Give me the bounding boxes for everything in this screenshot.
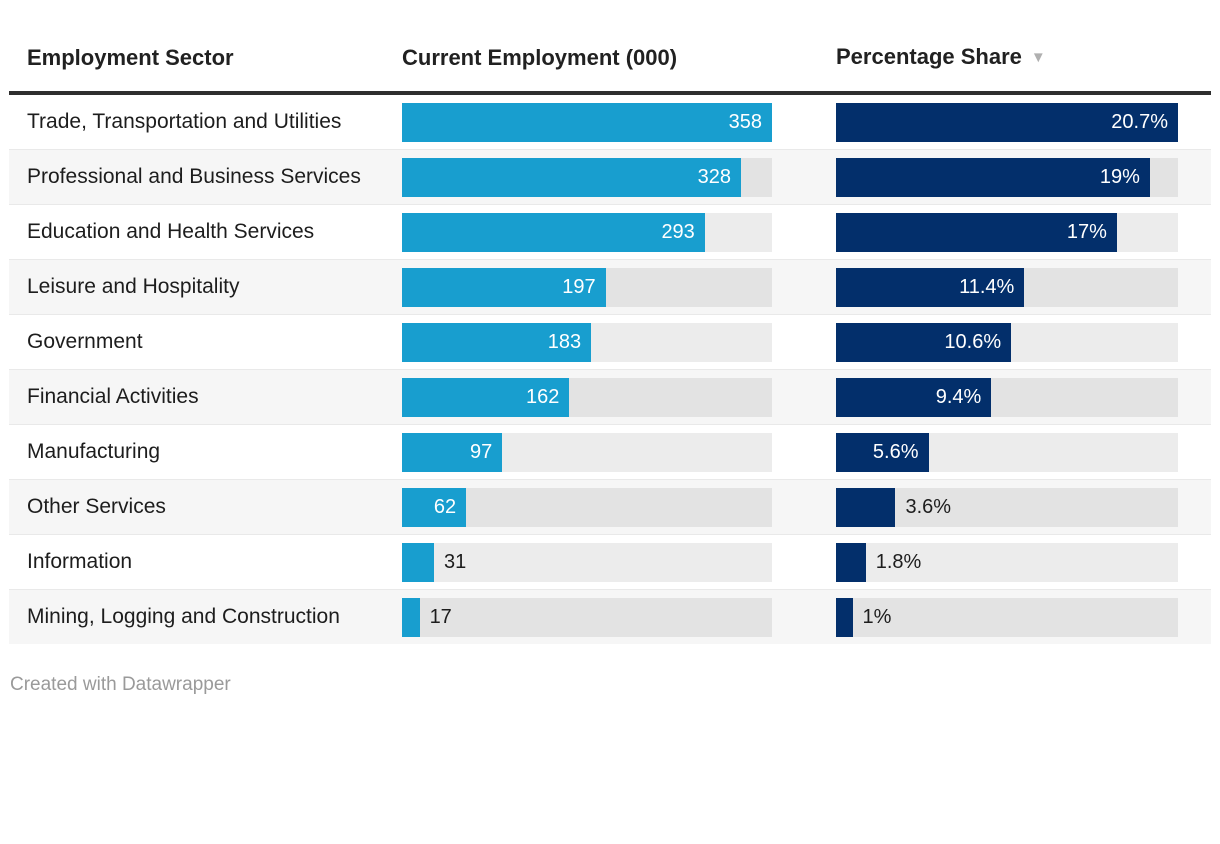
share-bar-track: 10.6%: [836, 322, 1178, 362]
employment-bar: 197: [402, 267, 606, 307]
share-bar-track: 20.7%: [836, 102, 1178, 142]
table-row: Education and Health Services 293 17%: [9, 204, 1211, 259]
employment-value-label: 183: [547, 330, 582, 353]
employment-bar: 97: [402, 432, 503, 472]
employment-value-label: 197: [562, 275, 596, 298]
sector-label: Information: [27, 550, 133, 573]
employment-bar-track: 162: [402, 377, 772, 417]
share-bar-track: 9.4%: [836, 377, 1178, 417]
sector-label: Education and Health Services: [27, 220, 315, 243]
employment-value-label: 328: [697, 165, 731, 188]
table-row: Mining, Logging and Construction 17 1%: [9, 589, 1211, 644]
share-bar: 17%: [836, 212, 1117, 252]
share-bar-track: 11.4%: [836, 267, 1178, 307]
employment-bar-track: 31: [402, 542, 772, 582]
share-bar: 20.7%: [836, 102, 1178, 142]
share-value-label: 11.4%: [959, 275, 1015, 298]
share-value-label: 1.8%: [875, 550, 922, 573]
share-value-label: 17%: [1066, 220, 1107, 243]
employment-value-label: 62: [433, 495, 457, 518]
share-value-label: 3.6%: [905, 495, 952, 518]
column-header-percentage-share-label[interactable]: Percentage Share: [836, 44, 1022, 69]
share-value-label: 10.6%: [944, 330, 1002, 353]
employment-bar-track: 197: [402, 267, 772, 307]
employment-bar: [402, 542, 435, 582]
table-header: Employment Sector Current Employment (00…: [9, 0, 1211, 95]
table-row: Professional and Business Services 328 19%: [9, 149, 1211, 204]
sector-label: Financial Activities: [27, 385, 199, 408]
table-row: Manufacturing 97 5.6%: [9, 424, 1211, 479]
table-row: Financial Activities 162 9.4%: [9, 369, 1211, 424]
employment-bar-track: 358: [402, 102, 772, 142]
table-row: Leisure and Hospitality 197 11.4%: [9, 259, 1211, 314]
employment-bar: 328: [402, 157, 741, 197]
share-bar: 5.6%: [836, 432, 929, 472]
share-bar: 10.6%: [836, 322, 1012, 362]
sector-label: Professional and Business Services: [27, 165, 361, 188]
sector-label: Other Services: [27, 495, 166, 518]
share-bar: 9.4%: [836, 377, 992, 417]
share-bar-track: 1%: [836, 597, 1178, 637]
table-row: Trade, Transportation and Utilities 358 20…: [9, 95, 1211, 149]
share-bar-track: 17%: [836, 212, 1178, 252]
sector-label: Mining, Logging and Construction: [27, 605, 340, 628]
employment-bar: 183: [402, 322, 592, 362]
share-bar: 19%: [836, 157, 1150, 197]
share-bar: [836, 597, 853, 637]
employment-bar-track: 62: [402, 487, 772, 527]
datawrapper-credit-link[interactable]: Created with Datawrapper: [10, 674, 231, 695]
employment-value-label: 17: [429, 605, 452, 628]
column-header-employment-sector[interactable]: Employment Sector: [27, 45, 234, 70]
sector-label: Leisure and Hospitality: [27, 275, 240, 298]
share-bar: 11.4%: [836, 267, 1025, 307]
sector-label: Manufacturing: [27, 440, 161, 463]
employment-value-label: 97: [470, 440, 493, 463]
sector-label: Government: [27, 330, 143, 353]
share-bar: [836, 542, 866, 582]
employment-bar: 358: [402, 102, 772, 142]
share-bar: [836, 487, 896, 527]
table-row: Government 183 10.6%: [9, 314, 1211, 369]
column-header-current-employment[interactable]: Current Employment (000): [402, 45, 678, 70]
employment-value-label: 293: [661, 220, 695, 243]
share-value-label: 20.7%: [1111, 110, 1168, 133]
employment-bar-track: 97: [402, 432, 772, 472]
employment-bar-track: 183: [402, 322, 772, 362]
employment-value-label: 162: [526, 385, 560, 408]
employment-value-label: 358: [728, 110, 762, 133]
datawrapper-table: Employment Sector Current Employment (00…: [9, 0, 1211, 695]
share-value-label: 5.6%: [872, 440, 919, 463]
share-bar-track: 1.8%: [836, 542, 1178, 582]
employment-bar: 62: [402, 487, 467, 527]
sort-descending-icon[interactable]: ▼: [1030, 49, 1046, 66]
employment-bar-track: 293: [402, 212, 772, 252]
employment-bar: 293: [402, 212, 705, 252]
column-header-percentage-share[interactable]: Percentage Share ▼: [836, 42, 1178, 73]
share-bar-track: 5.6%: [836, 432, 1178, 472]
employment-value-label: 31: [444, 550, 467, 573]
sector-label: Trade, Transportation and Utilities: [27, 110, 342, 133]
employment-bar-track: 17: [402, 597, 772, 637]
table-body: Trade, Transportation and Utilities 358 20…: [9, 95, 1211, 644]
table-row: Other Services 62 3.6%: [9, 479, 1211, 534]
employment-bar-track: 328: [402, 157, 772, 197]
table-row: Information 31 1.8%: [9, 534, 1211, 589]
share-value-label: 9.4%: [935, 385, 982, 408]
share-value-label: 19%: [1099, 165, 1140, 188]
employment-bar: 162: [402, 377, 570, 417]
share-bar-track: 19%: [836, 157, 1178, 197]
employment-bar: [402, 597, 420, 637]
share-bar-track: 3.6%: [836, 487, 1178, 527]
share-value-label: 1%: [862, 605, 892, 628]
